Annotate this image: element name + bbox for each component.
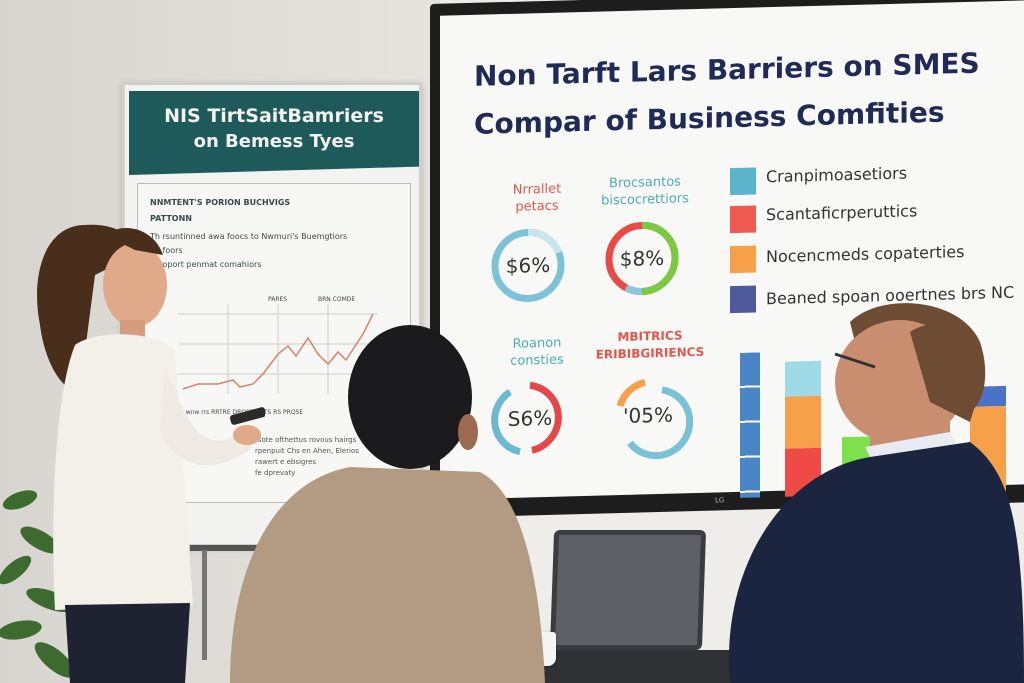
legend-label: Cranpimoasetiors xyxy=(766,163,908,187)
poster-footnotes: rsote ofthettus rovous hairgs rpenpuit C… xyxy=(255,435,359,479)
arm xyxy=(160,365,255,466)
legend-swatch xyxy=(730,205,756,234)
plant xyxy=(0,490,76,678)
donut-value: $8% xyxy=(619,245,665,272)
poster-footnote: fe dprevaty xyxy=(255,469,296,477)
head xyxy=(348,325,472,469)
flipchart-stand-leg xyxy=(202,550,207,660)
poster-footnote: rawert e ebsigres xyxy=(255,458,317,466)
hand xyxy=(233,425,261,445)
poster-title-line: on Bemess Tyes xyxy=(193,131,355,152)
donut-charts xyxy=(491,221,694,460)
donut-segment xyxy=(491,388,521,456)
audience-man-right xyxy=(728,303,1024,683)
flipchart-stand xyxy=(190,545,260,551)
poster-text: rspoport penmat comahiors xyxy=(150,260,262,269)
face xyxy=(103,243,167,327)
poster-footnote: rpenpuit Chs en Ahen, Elerios xyxy=(255,447,359,455)
donut-value: $6% xyxy=(505,252,551,279)
poster-text: ho foors xyxy=(150,246,183,255)
pants xyxy=(65,603,190,683)
donut-segment xyxy=(627,386,694,460)
legend-swatch xyxy=(730,245,756,274)
donut-segment xyxy=(641,221,679,295)
laptop-keyboard[interactable] xyxy=(540,650,740,683)
presenter-woman xyxy=(37,224,265,683)
poster-header: NIS TirtSaitBamriers on Bemess Tyes xyxy=(129,91,419,175)
donut-segment xyxy=(616,378,646,408)
glasses xyxy=(834,352,876,369)
tv-screen: Non Tarft Lars Barriers on SMES Compar o… xyxy=(430,0,1024,518)
donut-segment xyxy=(624,284,643,295)
poster-footnote: rsote ofthettus rovous hairgs xyxy=(255,436,357,444)
laptop[interactable] xyxy=(549,530,707,650)
poster-line-chart xyxy=(178,304,378,394)
donut-value: '05% xyxy=(623,402,673,428)
poster-text: Th rsuntinned awa foocs to Nwmuri's Buem… xyxy=(150,232,348,241)
donut-segment xyxy=(529,381,562,454)
presentation-slide: Non Tarft Lars Barriers on SMES Compar o… xyxy=(440,0,1024,500)
audience-man-center xyxy=(230,325,545,683)
poster-chart-legend: BRN COMDE xyxy=(318,296,356,303)
poster-text: PATTONN xyxy=(150,214,192,223)
poster-text: NNMTENT'S PORION BUCHVIGS xyxy=(150,198,291,207)
poster-axis-labels: Ts wnw rrs RRTRE DROSE NRTS RS PROSE xyxy=(178,409,304,416)
jacket xyxy=(230,467,545,683)
legend-label: Scantaficrperuttics xyxy=(766,201,918,225)
donut-segment xyxy=(527,228,563,255)
poster-title-line: NIS TirtSaitBamriers xyxy=(164,105,384,127)
phone xyxy=(229,407,265,425)
legend-swatch xyxy=(730,167,756,196)
blouse xyxy=(53,334,194,610)
poster-chart-legend: PARES xyxy=(268,296,288,303)
suit xyxy=(728,442,1024,683)
